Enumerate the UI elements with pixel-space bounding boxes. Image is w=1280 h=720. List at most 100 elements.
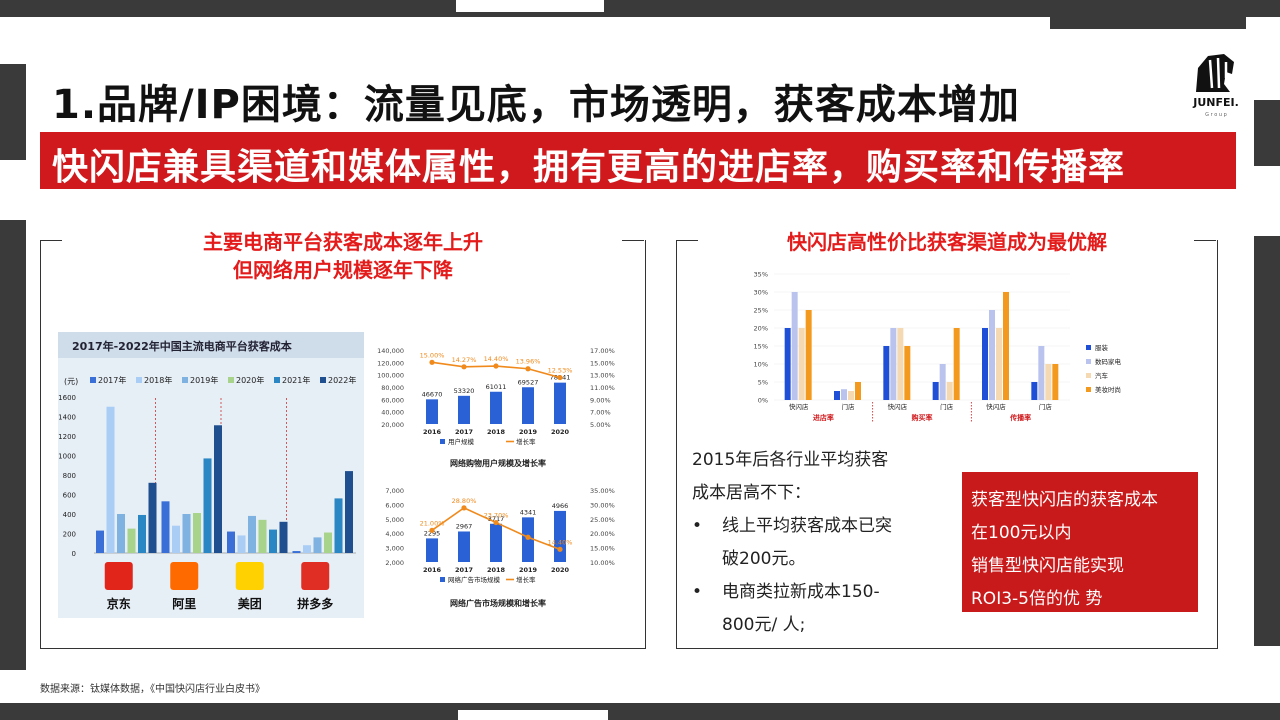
growth-point [493,363,499,369]
top-frame-gap [872,17,912,30]
bar-拼多多-2021年 [334,498,343,553]
x-tick-label: 快闪店 [888,402,908,411]
growth-point [493,519,499,526]
y-tick-label: 6,000 [385,501,404,509]
right-panel-title: 快闪店高性价比获客渠道成为最优解 [787,230,1107,254]
bar-门店-服装 [932,382,939,400]
growth-point [429,359,435,365]
bar-拼多多-2019年 [313,537,322,553]
bar-快闪店-美妆时尚 [1003,292,1009,400]
bar-阿里-2020年 [193,513,201,553]
right-panel: 快闪店高性价比获客渠道成为最优解 [676,230,1218,649]
chart1-title: 2017年-2022年中国主流电商平台获客成本 [72,339,292,353]
bar-value-label: 61011 [486,383,507,391]
growth-point [461,505,467,511]
bar-快闪店-服装 [784,328,791,400]
brand-logo: JUNFEI. G r o u p [1186,48,1246,120]
text-heading-line2: 成本居高不下： [692,483,811,503]
x-tick-label: 快闪店 [789,402,809,411]
bar-门店-美妆时尚 [855,382,861,400]
group-label: 购买率 [912,413,933,422]
y-tick-label: 15% [754,343,768,351]
bar-value-label: 2967 [456,522,473,530]
legend-label: 增长率 [516,575,536,584]
bar-京东-2018年 [106,406,115,553]
bar-value-label: 4966 [552,502,569,510]
y-tick-label: 100,000 [377,372,404,380]
bar-value-label: 69527 [518,378,539,386]
x-tick-label: 2020 [551,566,570,574]
y-tick-label: 3,000 [385,545,404,553]
legend-label: 2019年 [190,375,218,385]
legend-label: 数码家电 [1095,357,1122,366]
bar-2018 [490,523,502,562]
bar-门店-汽车 [1045,364,1052,400]
legend-swatch [320,377,326,383]
growth-point [461,364,467,370]
x-tick-label: 2019 [519,428,538,436]
left-panel-title-line2: 但网络用户规模逐年下降 [233,258,453,282]
legend-swatch [1086,373,1091,378]
bar-快闪店-数码家电 [989,310,995,400]
legend-swatch [274,377,280,383]
x-tick-label: 快闪店 [986,402,1006,411]
bar-快闪店-数码家电 [791,292,798,400]
legend-label: 2020年 [236,375,264,385]
platform-label: 美团 [238,596,262,611]
platform-icon [235,562,264,590]
highlight-line-2: 在100元以内 [971,523,1072,543]
bar-京东-2021年 [138,514,146,553]
y2-tick-label: 10.00% [590,559,615,567]
y-tick-label: 400 [63,511,76,519]
y2-tick-label: 20.00% [590,530,615,538]
bar-阿里-2018年 [172,525,180,553]
bar-value-label: 53320 [454,387,475,395]
bar-快闪店-美妆时尚 [805,310,812,400]
highlight-line-4: ROI3-5倍的优 势 [971,589,1103,609]
bar-门店-数码家电 [939,364,946,400]
legend-label: 2022年 [328,375,356,385]
x-tick-label: 2016 [423,566,442,574]
x-tick-label: 2016 [423,428,442,436]
legend-swatch [182,377,188,383]
bar-快闪店-汽车 [996,328,1002,400]
platform-label: 拼多多 [297,596,333,611]
legend-label: 2017年 [98,375,126,385]
bar-京东-2017年 [96,530,104,553]
y-tick-label: 600 [63,492,76,500]
growth-label: 12.53% [548,367,573,375]
shopping-users-chart: 140,000 120,000 100,000 80,000 60,000 40,000 2… [377,347,615,468]
highlight-line-1: 获客型快闪店的获客成本 [971,490,1158,510]
bar-阿里-2022年 [214,425,222,553]
bar-快闪店-汽车 [897,328,904,400]
bar-阿里-2019年 [182,514,191,553]
bar-美团-2022年 [279,521,288,553]
bottom-frame-notch [458,710,608,720]
y-tick-label: 10% [754,361,768,369]
bar-快闪店-服装 [883,346,890,400]
growth-label: 14.40% [484,355,509,363]
growth-point [429,527,435,533]
bar-美团-2021年 [269,529,277,553]
platform-icon [170,562,199,590]
y-tick-label: 1600 [58,394,76,402]
bar-美团-2019年 [248,515,256,553]
bar-门店-汽车 [848,391,854,400]
y2-tick-label: 30.00% [590,501,615,509]
bar-快闪店-数码家电 [890,328,897,400]
y-tick-label: 140,000 [377,347,404,355]
bar-京东-2022年 [148,482,157,553]
legend-label: 美妆时尚 [1095,385,1121,394]
legend-label: 用户规模 [448,437,475,446]
left-frame-bar-1 [0,64,26,160]
platform-cost-chart: 2017年-2022年中国主流电商平台获客成本 (元) 2017年 2018年 20… [58,332,364,618]
platform-label: 阿里 [172,596,196,611]
legend-label: 2021年 [282,375,310,385]
y-tick-label: 120,000 [377,359,404,367]
bar-2020 [554,382,566,424]
x-tick-label: 门店 [842,402,856,411]
growth-label: 13.96% [516,358,541,366]
y-tick-label: 200 [63,531,76,539]
group-label: 传播率 [1009,413,1031,422]
bar-门店-美妆时尚 [953,328,960,400]
